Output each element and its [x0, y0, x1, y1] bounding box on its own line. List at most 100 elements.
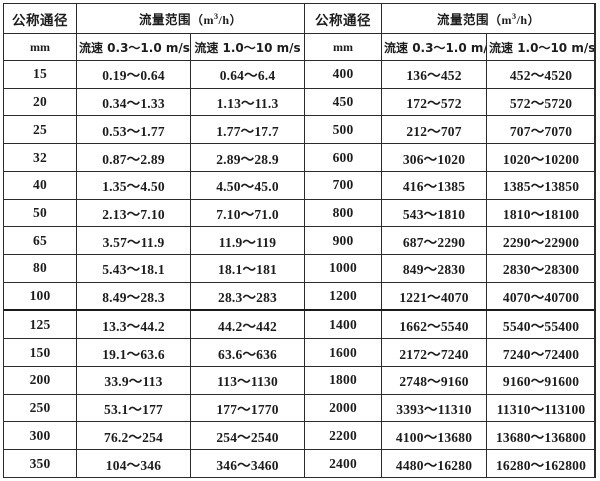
table-body: 15 0.19～0.64 0.64～6.4 400 136～452 452～4520 20 0… — [3, 60, 597, 478]
cell-flow-low-left: 104～346 — [76, 449, 191, 478]
header-row-sub: mm 流速 0.3～1.0 m/s 流速 1.0～10 m/s mm 流速 0.… — [3, 33, 597, 61]
cell-nominal-diameter-left: 65 — [3, 226, 77, 256]
cell-nominal-diameter-right: 1600 — [304, 338, 383, 367]
cell-flow-high-right: 9160～91600 — [486, 365, 597, 395]
cell-flow-low-right: 687～2290 — [381, 226, 488, 256]
cell-flow-high-right: 2290～22900 — [486, 226, 597, 256]
cell-nominal-diameter-left: 15 — [3, 60, 77, 89]
table-row: 125 13.3～44.2 44.2～442 1400 1662～5540 5540～55… — [3, 309, 597, 340]
cell-flow-high-right: 1810～18100 — [486, 198, 597, 228]
cell-flow-high-right: 7240～72400 — [486, 338, 597, 367]
cell-flow-high-left: 18.1～181 — [189, 254, 306, 283]
cell-flow-low-right: 172～572 — [381, 87, 488, 117]
table-row: 65 3.57～11.9 11.9～119 900 687～2290 2290～22900 — [3, 226, 597, 256]
cell-flow-high-left: 2.89～28.9 — [189, 143, 306, 172]
cell-flow-low-left: 0.19～0.64 — [76, 60, 191, 89]
cell-flow-high-right: 5540～55400 — [486, 309, 597, 340]
unit-tail-left: /h — [218, 13, 230, 27]
header-flow-range-unit-left: （m3/h） — [190, 12, 243, 27]
cell-flow-high-left: 254～2540 — [189, 421, 306, 451]
cell-nominal-diameter-left: 80 — [3, 254, 77, 283]
cell-flow-low-left: 76.2～254 — [76, 421, 191, 451]
cell-nominal-diameter-left: 300 — [3, 421, 77, 451]
table-row: 25 0.53～1.77 1.77～17.7 500 212～707 707～7070 — [3, 115, 597, 145]
cell-nominal-diameter-right: 600 — [304, 143, 383, 172]
table-row: 250 53.1～177 177～1770 2000 3393～11310 11310～1… — [3, 393, 597, 423]
header-unit-mm-right: mm — [304, 33, 383, 61]
cell-nominal-diameter-right: 400 — [304, 60, 383, 89]
cell-flow-high-left: 113～1130 — [189, 365, 306, 395]
table-row: 32 0.87～2.89 2.89～28.9 600 306～1020 1020～1020… — [3, 143, 597, 172]
cell-nominal-diameter-left: 25 — [3, 115, 77, 145]
table-row: 50 2.13～7.10 7.10～71.0 800 543～1810 1810～1810… — [3, 198, 597, 228]
cell-flow-low-right: 3393～11310 — [381, 393, 488, 423]
cell-flow-high-right: 707～7070 — [486, 115, 597, 145]
table-row: 40 1.35～4.50 4.50～45.0 700 416～1385 1385～1385… — [3, 170, 597, 200]
cell-nominal-diameter-right: 900 — [304, 226, 383, 256]
table-row: 200 33.9～113 113～1130 1800 2748～9160 9160～916… — [3, 365, 597, 395]
header-velocity-high-right: 流速 1.0～10 m/s — [486, 33, 597, 61]
cell-flow-low-right: 543～1810 — [381, 198, 488, 228]
cell-nominal-diameter-right: 500 — [304, 115, 383, 145]
cell-flow-low-left: 2.13～7.10 — [76, 198, 191, 228]
cell-flow-high-left: 346～3460 — [189, 449, 306, 478]
cell-nominal-diameter-left: 200 — [3, 365, 77, 395]
header-row-main: 公称通径 流量范围（m3/h） 公称通径 流量范围（m3/h） — [3, 3, 597, 34]
table-head: 公称通径 流量范围（m3/h） 公称通径 流量范围（m3/h） mm 流速 0.… — [3, 3, 597, 61]
header-velocity-low-left: 流速 0.3～1.0 m/s — [76, 33, 191, 61]
cell-nominal-diameter-left: 250 — [3, 393, 77, 423]
cell-flow-high-right: 2830～28300 — [486, 254, 597, 283]
table-row: 100 8.49～28.3 28.3～283 1200 1221～4070 4070～40… — [3, 281, 597, 311]
cell-nominal-diameter-left: 40 — [3, 170, 77, 200]
cell-flow-high-right: 1020～10200 — [486, 143, 597, 172]
cell-nominal-diameter-right: 1200 — [304, 281, 383, 311]
cell-nominal-diameter-right: 800 — [304, 198, 383, 228]
cell-flow-low-left: 53.1～177 — [76, 393, 191, 423]
cell-flow-low-left: 3.57～11.9 — [76, 226, 191, 256]
cell-flow-low-left: 0.53～1.77 — [76, 115, 191, 145]
cell-flow-high-right: 16280～162800 — [486, 449, 597, 478]
cell-nominal-diameter-right: 1800 — [304, 365, 383, 395]
cell-flow-high-left: 44.2～442 — [189, 309, 306, 340]
cell-nominal-diameter-left: 125 — [3, 309, 77, 340]
cell-flow-low-left: 0.87～2.89 — [76, 143, 191, 172]
cell-flow-low-left: 1.35～4.50 — [76, 170, 191, 200]
table-row: 350 104～346 346～3460 2400 4480～16280 16280～16… — [3, 449, 597, 478]
cell-flow-high-right: 452～4520 — [486, 60, 597, 89]
header-flow-range-label-left: 流量范围 — [138, 12, 191, 27]
cell-flow-high-left: 4.50～45.0 — [189, 170, 306, 200]
cell-nominal-diameter-left: 20 — [3, 87, 77, 117]
header-flow-range-right: 流量范围（m3/h） — [381, 3, 597, 34]
cell-flow-low-left: 19.1～63.6 — [76, 338, 191, 367]
cell-flow-high-left: 177～1770 — [189, 393, 306, 423]
cell-flow-low-right: 2748～9160 — [381, 365, 488, 395]
unit-m-right: m — [501, 13, 512, 27]
cell-flow-low-right: 2172～7240 — [381, 338, 488, 367]
cell-flow-high-left: 7.10～71.0 — [189, 198, 306, 228]
cell-flow-high-left: 0.64～6.4 — [189, 60, 306, 89]
cell-nominal-diameter-right: 700 — [304, 170, 383, 200]
cell-nominal-diameter-left: 32 — [3, 143, 77, 172]
table-row: 15 0.19～0.64 0.64～6.4 400 136～452 452～4520 — [3, 60, 597, 89]
cell-flow-low-right: 849～2830 — [381, 254, 488, 283]
cell-flow-low-right: 416～1385 — [381, 170, 488, 200]
cell-nominal-diameter-left: 350 — [3, 449, 77, 478]
header-velocity-high-left: 流速 1.0～10 m/s — [189, 33, 306, 61]
cell-nominal-diameter-left: 150 — [3, 338, 77, 367]
cell-nominal-diameter-right: 2200 — [304, 421, 383, 451]
header-flow-range-label-right: 流量范围 — [436, 12, 489, 27]
cell-flow-low-right: 212～707 — [381, 115, 488, 145]
cell-nominal-diameter-left: 100 — [3, 281, 77, 311]
header-flow-range-left: 流量范围（m3/h） — [75, 3, 306, 34]
table-row: 20 0.34～1.33 1.13～11.3 450 172～572 572～5720 — [3, 87, 597, 117]
cell-nominal-diameter-left: 50 — [3, 198, 77, 228]
header-velocity-low-right: 流速 0.3～1.0 m/s — [381, 33, 488, 61]
cell-flow-high-right: 4070～40700 — [486, 281, 597, 311]
table-row: 300 76.2～254 254～2540 2200 4100～13680 13680～1… — [3, 421, 597, 451]
cell-flow-high-left: 28.3～283 — [189, 281, 306, 311]
cell-flow-low-left: 0.34～1.33 — [76, 87, 191, 117]
table-row: 150 19.1～63.6 63.6～636 1600 2172～7240 7240～72… — [3, 338, 597, 367]
cell-flow-low-right: 4100～13680 — [381, 421, 488, 451]
cell-flow-low-right: 136～452 — [381, 60, 488, 89]
cell-nominal-diameter-right: 1000 — [304, 254, 383, 283]
